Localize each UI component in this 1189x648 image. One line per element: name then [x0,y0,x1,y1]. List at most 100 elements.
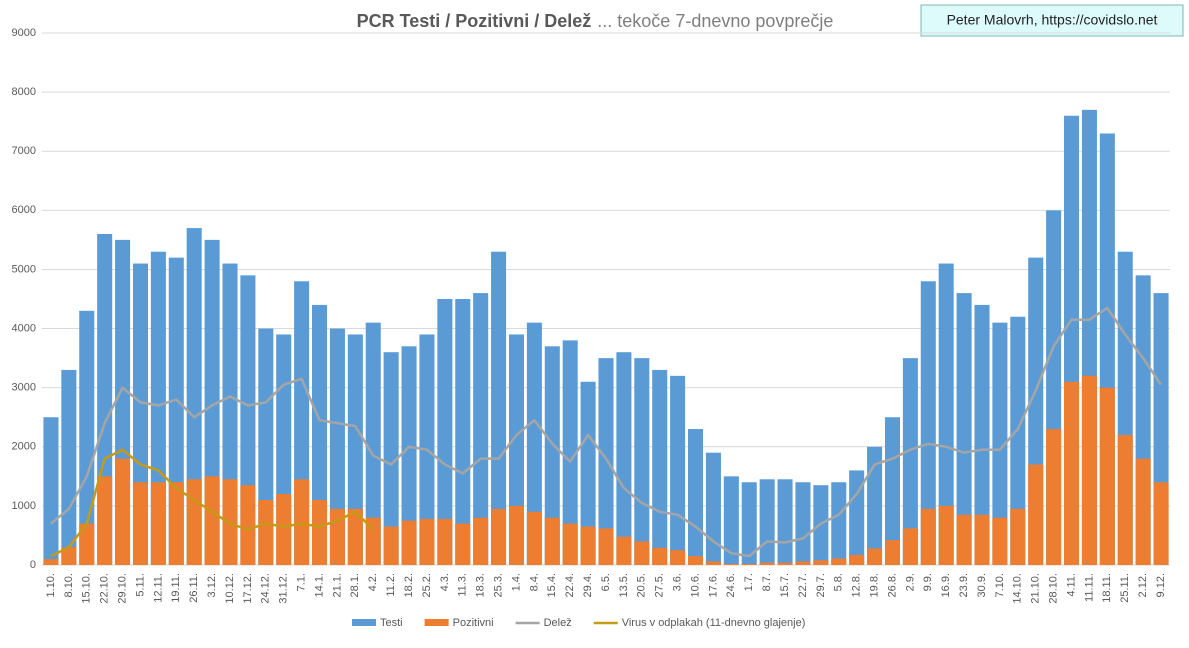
bar [115,458,131,565]
legend: Testi Pozitivni Delež Virus v odplakah (11-… [352,617,805,629]
bar [61,547,77,565]
x-tick-label: 15.10. [81,573,93,604]
bar [1028,464,1044,565]
bar [491,251,507,565]
bar [992,517,1008,565]
bar [670,550,686,565]
bar [347,508,363,565]
x-tick-label: 1.4. [510,573,522,591]
x-tick-label: 22.4. [564,573,576,597]
bar [365,322,381,565]
bar [920,281,936,565]
bar [956,514,972,565]
bar [688,556,704,565]
y-tick-label: 7000 [12,145,36,157]
bar [741,482,757,565]
bar [168,482,184,565]
x-tick-label: 26.8. [886,573,898,597]
bar [1099,387,1115,565]
x-tick-label: 28.10. [1048,573,1060,604]
x-tick-label: 24.12. [260,573,272,604]
source: Peter Malovrh, https://covidslo.net [947,12,1158,28]
x-tick-label: 28.1. [349,573,361,597]
bar [652,547,668,565]
x-tick-label: 8.10. [63,573,75,597]
bar [580,526,596,565]
y-tick-label: 8000 [12,86,36,98]
legend-swatch [352,619,376,626]
bar [43,559,59,565]
bar [1064,381,1080,565]
bar [652,369,668,565]
bar [97,476,113,565]
x-tick-label: 1.10. [45,573,57,597]
title-sub: ... tekoče 7-dnevno povprečje [597,11,833,31]
x-tick-label: 8.4. [528,573,540,591]
bar [150,482,166,565]
bar [455,299,471,565]
x-tick-label: 11.3. [457,573,469,597]
line [50,306,1163,558]
bar [884,417,900,565]
x-tick-label: 19.8. [868,573,880,597]
bar [562,523,578,565]
bar [43,417,59,565]
bar [598,528,614,565]
x-tick-label: 12.11. [152,573,164,603]
bar [634,358,650,565]
bar [902,528,918,565]
bar [831,482,847,565]
x-tick-label: 15.4. [546,573,558,597]
x-tick-label: 1.7. [743,573,755,591]
x-tick-label: 6.5. [600,573,612,591]
bar [1117,434,1133,565]
bar [204,476,220,565]
bar [312,499,328,565]
x-tick-label: 7.10. [994,573,1006,597]
bar [79,523,95,565]
x-tick-label: 30.9. [976,573,988,597]
x-tick-label: 14.10. [1012,573,1024,604]
bar [956,293,972,565]
bar [383,526,399,565]
x-tick-label: 2.12. [1137,573,1149,597]
bar [544,346,560,565]
x-tick-label: 10.6. [689,573,701,597]
bar [974,514,990,565]
bar [526,322,542,565]
bar [562,340,578,565]
bar [365,517,381,565]
bar [670,375,686,565]
bar [240,485,256,565]
bar [723,476,739,565]
x-tick-label: 15.7. [779,573,791,597]
bar [186,479,202,565]
bar [777,479,793,565]
bar [383,352,399,565]
y-tick-label: 6000 [12,204,36,216]
x-tick-label: 4.3. [439,573,451,591]
bar [938,505,954,565]
bar [920,508,936,565]
bar [688,429,704,565]
bar [437,299,453,565]
x-tick-label: 22.10. [99,573,111,604]
bar [132,482,148,565]
x-tick-label: 10.12. [224,573,236,604]
bar [61,369,77,565]
x-tick-label: 17.12. [242,573,254,604]
bar [634,541,650,565]
x-tick-label: 4.2. [367,573,379,591]
bar [491,508,507,565]
bar [849,554,865,565]
bar [401,520,417,565]
bar [813,560,829,565]
bar [329,328,345,565]
x-tick-label: 19.11. [170,573,182,603]
x-tick-label: 25.3. [492,573,504,597]
legend-swatch [424,619,449,626]
bar [544,517,560,565]
x-tick-label: 9.12. [1155,573,1167,597]
bar [526,511,542,565]
y-tick-label: 0 [30,559,36,571]
